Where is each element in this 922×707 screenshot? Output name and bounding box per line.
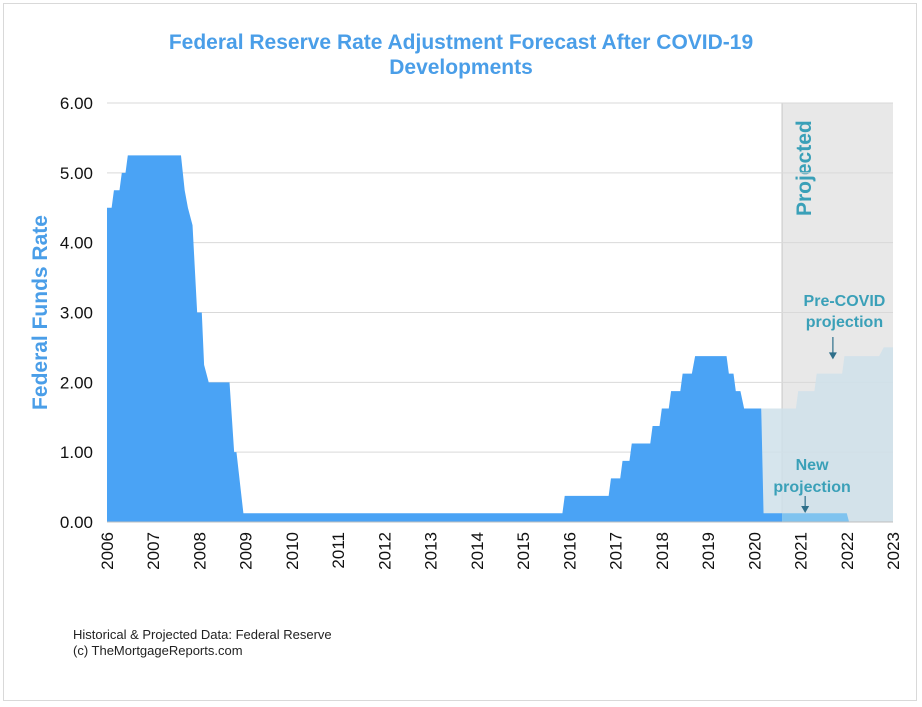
x-tick-label: 2006 [98,532,117,570]
x-tick-label: 2007 [144,532,163,570]
annotations: Pre-COVID projection New projection [773,293,885,513]
credits-copyright: (c) TheMortgageReports.com [73,643,243,658]
x-tick-label: 2017 [607,532,626,570]
x-tick-label: 2020 [745,532,764,570]
new-projection-area [782,513,893,522]
chart-title-line2: Developments [389,56,533,79]
x-tick-label: 2022 [838,532,857,570]
x-tick-label: 2010 [283,532,302,570]
x-tick-label: 2011 [329,532,348,569]
x-tick-label: 2013 [422,532,441,570]
historical-rate-area [107,155,783,522]
y-tick-label: 0.00 [60,513,93,532]
y-axis-title: Federal Funds Rate [29,215,52,410]
pre-covid-annotation-label: projection [806,314,883,331]
projected-region-label: Projected [793,120,816,216]
chart-title: Federal Reserve Rate Adjustment Forecast… [0,30,922,80]
credits-source: Historical & Projected Data: Federal Res… [73,627,332,642]
credits: Historical & Projected Data: Federal Res… [73,627,332,659]
x-tick-label: 2016 [560,532,579,570]
y-tick-label: 6.00 [60,94,93,113]
x-tick-label: 2014 [468,532,487,570]
y-tick-label: 1.00 [60,443,93,462]
x-tick-label: 2019 [699,532,718,570]
x-tick-label: 2008 [190,532,209,570]
new-projection-annotation-label: New [796,457,829,474]
area-series-layer [107,155,893,522]
chart-title-line1: Federal Reserve Rate Adjustment Forecast… [168,31,754,54]
x-tick-label: 2009 [237,532,256,570]
new-projection-arrow-head [801,506,810,513]
x-tick-label: 2018 [653,532,672,570]
pre-covid-arrow-head [828,352,837,360]
y-tick-label: 5.00 [60,164,93,183]
chart-frame [3,3,917,701]
y-tick-label: 3.00 [60,304,93,323]
x-tick-label: 2021 [792,532,811,570]
x-tick-label: 2023 [884,532,903,570]
y-tick-label: 2.00 [60,373,93,392]
y-tick-label: 4.00 [60,234,93,253]
axes: 0.00 1.00 2.00 3.00 4.00 5.00 6.00 2006 2007 2008… [29,94,903,570]
pre-covid-projection-area [761,347,893,522]
x-tick-label: 2015 [514,532,533,570]
pre-covid-annotation-label: Pre-COVID [804,293,886,310]
new-projection-annotation-label: projection [773,479,850,496]
x-tick-label: 2012 [375,532,394,570]
